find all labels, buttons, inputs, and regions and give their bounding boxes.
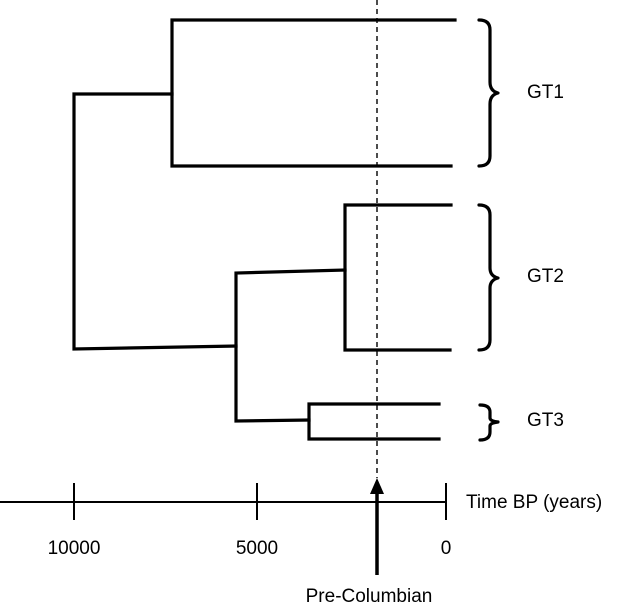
- arrow-head-icon: [370, 478, 384, 494]
- gt1-label: GT1: [527, 82, 564, 103]
- gt2-label: GT2: [527, 266, 564, 287]
- tick-label-5000: 5000: [236, 538, 278, 559]
- gt3-inner-branch: [307, 402, 441, 441]
- pre-columbian-arrow: [370, 478, 384, 575]
- gt1-bracket: [477, 18, 500, 168]
- root-branch: [72, 92, 238, 351]
- gt3-label: GT3: [527, 410, 564, 431]
- time-axis: Time BP (years) 10000 5000 0: [0, 483, 602, 559]
- pre-columbian-label: Pre-Columbian: [306, 586, 433, 607]
- tick-label-0: 0: [441, 538, 452, 559]
- gt3-bracket: [478, 403, 500, 442]
- group-brackets: [477, 18, 500, 442]
- gt2-inner-branch: [343, 203, 453, 352]
- tick-label-10000: 10000: [48, 538, 101, 559]
- gt1-upper-branch: [170, 18, 457, 168]
- gt2-bracket: [477, 203, 500, 352]
- axis-title: Time BP (years): [466, 492, 602, 513]
- tree-branches: [72, 18, 457, 441]
- gt2-gt3-node-branch: [234, 268, 347, 423]
